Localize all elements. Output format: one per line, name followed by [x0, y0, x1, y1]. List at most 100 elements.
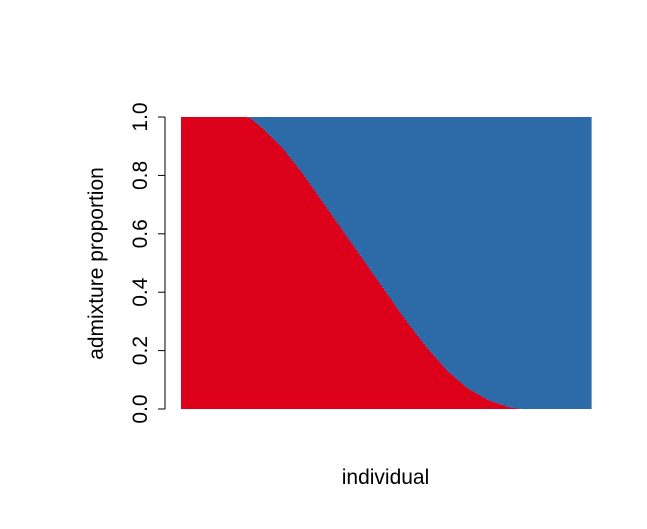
bar-segment: [484, 117, 488, 399]
y-axis: 0.0 0.2 0.4 0.6 0.8 1.0: [129, 102, 166, 424]
bar-segment: [422, 343, 426, 409]
bar-segment: [260, 117, 264, 128]
bar-segment: [412, 117, 416, 331]
bar-segment: [470, 117, 473, 391]
bar-segment: [318, 117, 321, 198]
bar-segment: [226, 117, 229, 409]
bar-segment: [209, 117, 213, 409]
bar-segment: [494, 117, 498, 403]
bar-segment: [492, 401, 496, 409]
bar-segment: [265, 117, 268, 132]
bar-segment: [297, 168, 301, 409]
bar-segment: [418, 338, 422, 409]
bar-segment: [351, 244, 354, 409]
bar-segment: [373, 276, 377, 409]
bar-segment: [359, 255, 362, 409]
bar-segment: [371, 117, 375, 274]
bar-segment: [470, 390, 473, 409]
y-tick-label: 0.4: [129, 277, 152, 307]
bar-segment: [258, 117, 262, 127]
bar-segment: [427, 348, 430, 409]
bar-segment: [328, 211, 332, 409]
bar-segment: [408, 117, 412, 326]
bar-segment: [410, 117, 414, 328]
bar-segment: [486, 399, 490, 409]
bar-segment: [488, 400, 492, 409]
bar-segment: [328, 117, 332, 212]
bar-segment: [377, 281, 381, 409]
bar-segment: [463, 117, 467, 386]
bar-segment: [260, 127, 264, 409]
bar-segment: [433, 117, 436, 356]
bar-segment: [205, 117, 209, 409]
bar-segment: [271, 137, 274, 410]
bar-segment: [324, 117, 328, 207]
bar-segment: [207, 117, 211, 409]
bar-segment: [447, 117, 451, 372]
bar-segment: [181, 117, 184, 409]
bar-group: [181, 117, 592, 410]
bar-segment: [560, 117, 563, 409]
bar-segment: [443, 117, 447, 368]
bar-segment: [304, 117, 307, 177]
y-tick-label: 0.0: [129, 394, 152, 423]
bar-segment: [363, 117, 367, 262]
bar-segment: [482, 117, 485, 398]
bar-segment: [474, 117, 477, 393]
bar-segment: [457, 380, 461, 409]
bar-segment: [435, 358, 438, 409]
bar-segment: [433, 355, 436, 409]
bar-segment: [574, 117, 578, 409]
bar-segment: [271, 117, 274, 138]
bar-segment: [400, 314, 403, 409]
bar-segment: [568, 117, 572, 409]
bar-segment: [441, 365, 444, 409]
bar-segment: [277, 117, 280, 145]
bar-segment: [275, 141, 278, 409]
bar-segment: [248, 117, 252, 119]
bar-segment: [316, 117, 319, 195]
bar-segment: [351, 117, 354, 245]
bar-segment: [586, 117, 590, 409]
bar-segment: [386, 117, 389, 294]
bar-segment: [424, 346, 428, 409]
bar-segment: [570, 117, 574, 409]
bar-segment: [254, 122, 258, 409]
bar-segment: [287, 155, 291, 409]
bar-segment: [451, 375, 455, 409]
bar-segment: [365, 264, 369, 409]
bar-segment: [291, 117, 295, 161]
bar-segment: [269, 117, 272, 136]
bar-segment: [418, 117, 422, 339]
bar-segment: [394, 117, 397, 306]
bar-segment: [236, 117, 239, 409]
bar-segment: [398, 311, 401, 409]
bar-segment: [312, 117, 315, 189]
bar-segment: [427, 117, 430, 349]
bar-segment: [289, 158, 293, 409]
bar-segment: [445, 117, 449, 370]
bar-segment: [232, 117, 235, 409]
bar-segment: [500, 117, 504, 405]
bar-segment: [513, 407, 516, 409]
bar-segment: [324, 206, 328, 409]
bar-segment: [490, 117, 494, 402]
bar-segment: [347, 238, 350, 409]
bar-segment: [381, 117, 385, 288]
bar-segment: [381, 287, 385, 409]
bar-segment: [383, 290, 387, 409]
bar-segment: [316, 194, 319, 409]
bar-segment: [297, 117, 301, 169]
bar-segment: [312, 188, 315, 409]
bar-segment: [281, 117, 285, 149]
bar-segment: [461, 117, 465, 385]
bar-segment: [357, 252, 360, 409]
bar-segment: [582, 117, 586, 409]
bar-segment: [377, 117, 381, 282]
bar-segment: [394, 305, 397, 409]
bar-segment: [414, 117, 418, 334]
bar-segment: [416, 335, 420, 409]
y-axis-label: admixture proportion: [85, 167, 108, 360]
bar-segment: [365, 117, 369, 265]
bar-segment: [461, 384, 465, 409]
